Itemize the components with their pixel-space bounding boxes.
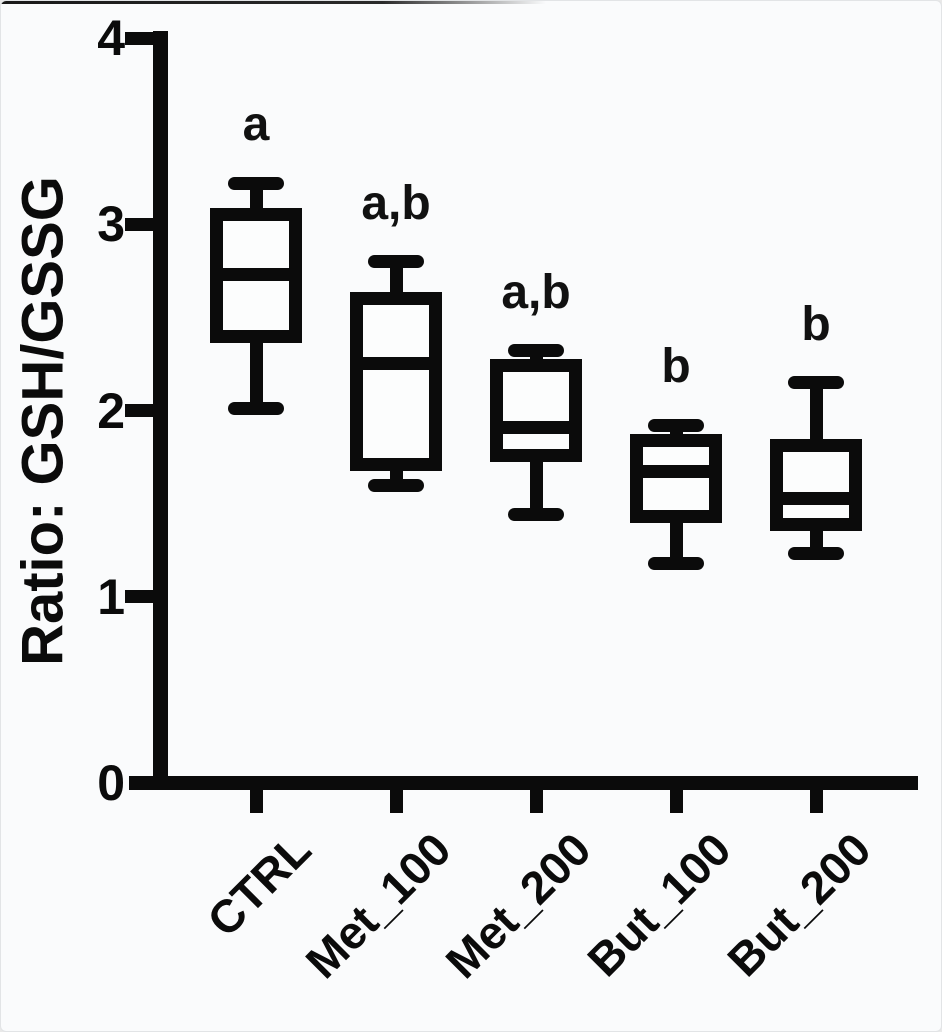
x-tick-mark-Met_200 — [529, 783, 543, 813]
significance-label-But_100: b — [661, 340, 691, 394]
lower-whisker-CTRL — [249, 332, 263, 409]
median-line-Met_200 — [490, 420, 582, 434]
lower-whisker-Met_200 — [529, 451, 543, 515]
iqr-box-Met_200 — [490, 359, 582, 462]
iqr-box-Met_100 — [350, 292, 442, 471]
median-line-But_200 — [770, 491, 862, 505]
lower-whisker-cap-Met_100 — [368, 478, 424, 492]
y-tick-mark-1 — [125, 590, 155, 604]
y-tick-label-4: 4 — [97, 10, 125, 66]
median-line-CTRL — [210, 268, 302, 282]
significance-label-CTRL: a — [242, 98, 270, 152]
y-tick-mark-3 — [125, 217, 155, 231]
x-tick-mark-But_200 — [809, 783, 823, 813]
significance-label-But_200: b — [801, 297, 831, 351]
y-tick-label-1: 1 — [97, 568, 125, 625]
lower-whisker-But_100 — [669, 512, 683, 564]
y-axis-line — [153, 31, 168, 790]
y-tick-label-3: 3 — [97, 196, 125, 253]
x-tick-mark-But_100 — [669, 783, 683, 813]
y-tick-mark-4 — [125, 31, 155, 45]
y-tick-label-2: 2 — [97, 382, 125, 439]
x-tick-mark-Met_100 — [389, 783, 403, 813]
iqr-box-But_200 — [770, 439, 862, 531]
x-tick-mark-CTRL — [249, 783, 263, 813]
x-axis-line — [129, 776, 918, 790]
lower-whisker-cap-CTRL — [228, 402, 284, 416]
upper-whisker-But_200 — [809, 382, 823, 450]
median-line-Met_100 — [350, 357, 442, 371]
upper-whisker-cap-Met_200 — [508, 344, 564, 358]
upper-whisker-cap-But_200 — [788, 376, 844, 390]
significance-label-Met_200: a,b — [501, 265, 571, 319]
lower-whisker-cap-But_100 — [648, 556, 704, 570]
significance-label-Met_100: a,b — [361, 176, 431, 230]
upper-whisker-cap-CTRL — [228, 176, 284, 190]
upper-whisker-cap-Met_100 — [368, 255, 424, 268]
y-tick-mark-2 — [125, 404, 155, 417]
median-line-But_100 — [630, 465, 722, 479]
lower-whisker-cap-But_200 — [788, 547, 844, 561]
iqr-box-But_100 — [630, 433, 722, 524]
upper-whisker-cap-But_100 — [648, 418, 704, 432]
lower-whisker-cap-Met_200 — [508, 508, 564, 522]
y-tick-label-0: 0 — [97, 755, 125, 811]
